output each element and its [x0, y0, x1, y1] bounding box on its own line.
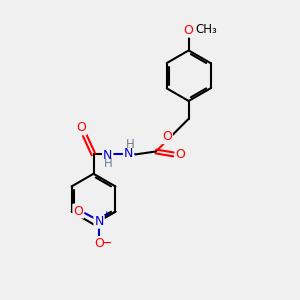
Text: H: H: [103, 158, 112, 170]
Text: O: O: [94, 237, 104, 250]
Text: O: O: [73, 205, 83, 218]
Text: O: O: [162, 130, 172, 143]
Text: O: O: [184, 24, 194, 37]
Text: O: O: [76, 121, 86, 134]
Text: +: +: [102, 210, 109, 219]
Text: O: O: [176, 148, 185, 161]
Text: −: −: [102, 237, 112, 250]
Text: N: N: [124, 147, 133, 161]
Text: N: N: [103, 148, 112, 162]
Text: CH₃: CH₃: [196, 23, 217, 36]
Text: N: N: [94, 215, 104, 228]
Text: H: H: [125, 138, 134, 152]
